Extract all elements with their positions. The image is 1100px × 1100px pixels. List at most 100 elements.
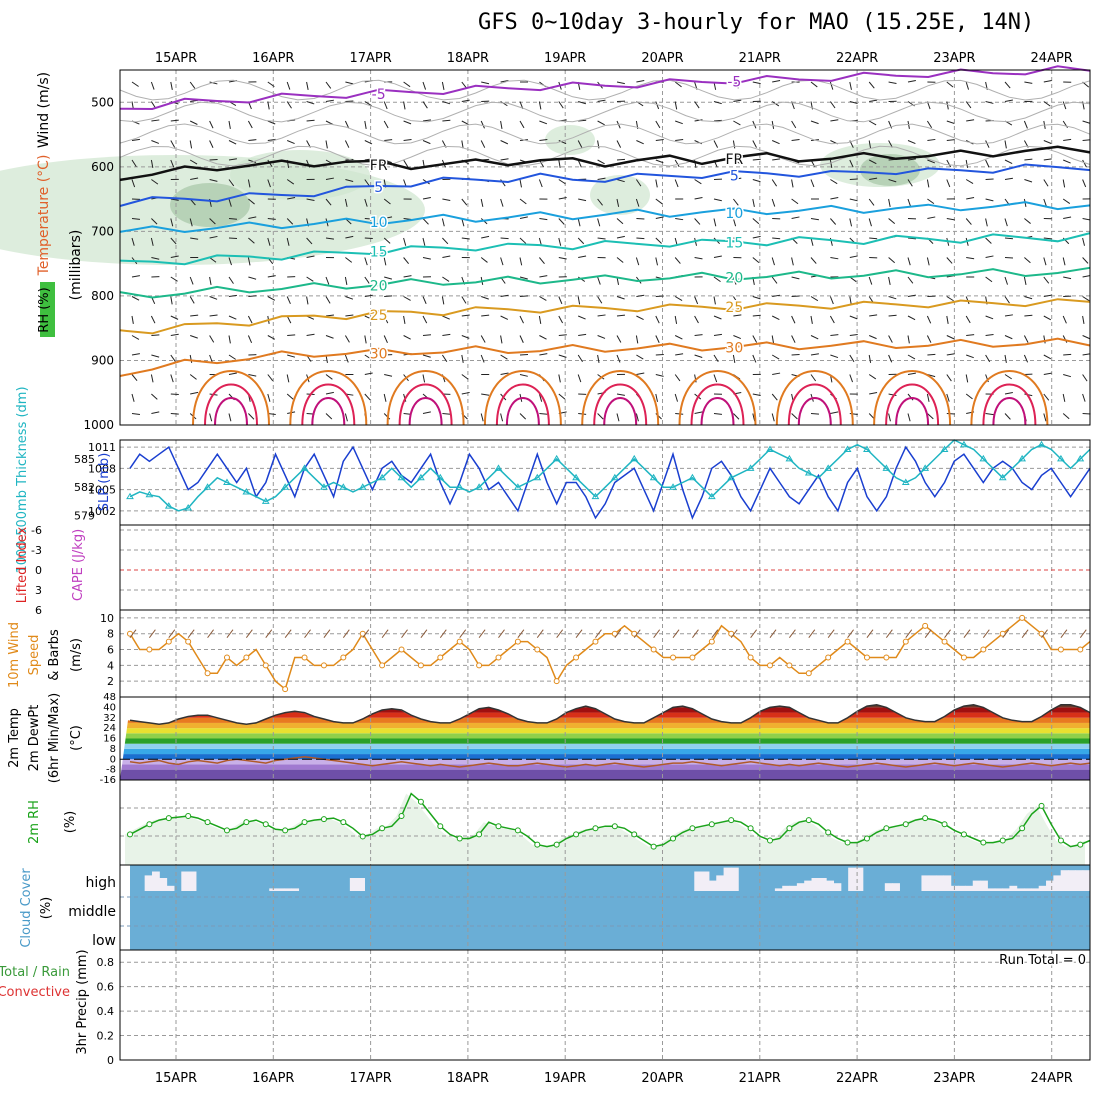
wind-barb — [500, 257, 504, 266]
cloud-gap-bar — [833, 883, 842, 891]
wind-barb — [577, 296, 581, 305]
wind-barb — [558, 296, 563, 305]
wind-barb — [1004, 99, 1013, 102]
wind-barb — [247, 257, 251, 266]
wind-barb — [345, 314, 354, 317]
thickness-line-point — [746, 464, 755, 471]
wind-barb — [636, 237, 645, 240]
wind-speed-line-point — [844, 638, 851, 645]
heat-contour — [700, 397, 735, 426]
wind-barb — [151, 218, 158, 225]
ylabel-rh-units: (%) — [63, 811, 78, 834]
x-tick-label-bottom: 23APR — [933, 1071, 975, 1086]
wind-barb — [752, 235, 761, 239]
wind-barb — [830, 179, 838, 185]
wind-barb — [461, 391, 470, 395]
thickness-line-point — [223, 478, 231, 485]
wind-barb — [267, 296, 276, 301]
wind-barb — [539, 296, 547, 301]
wind-speed-line-point — [456, 638, 463, 645]
wind-barb — [1043, 294, 1052, 297]
surface-wind-barb — [808, 629, 816, 638]
wind-barb — [422, 218, 429, 225]
heat-contour — [885, 383, 940, 426]
wind-barb — [287, 196, 296, 200]
wind-barb — [655, 335, 660, 343]
wind-barb — [869, 391, 878, 395]
wind-barb — [481, 314, 490, 317]
wind-barb — [558, 315, 564, 324]
isotherm-label: FR — [725, 152, 743, 168]
wind-barb — [1024, 81, 1033, 84]
wind-barb — [985, 159, 990, 168]
wind-barb — [287, 354, 296, 358]
wind-barb — [170, 354, 176, 362]
wind-barb — [461, 374, 469, 380]
wind-barb — [461, 354, 464, 363]
wind-barb — [694, 179, 702, 185]
wind-barb — [189, 374, 197, 380]
wind-barb — [1082, 275, 1091, 278]
surface-wind-barb — [788, 629, 796, 638]
isotherm-label: 30 — [725, 340, 743, 356]
heat-contour — [690, 383, 745, 426]
wind-barb — [170, 333, 179, 336]
thickness-line-point — [901, 478, 910, 485]
surface-wind-barb — [905, 629, 913, 638]
y-tick-label: 1000 — [83, 418, 114, 432]
wind-barb — [442, 237, 449, 245]
wind-barb — [364, 179, 370, 187]
cloud-gap-bar — [1038, 885, 1047, 891]
y-tick-label: -3 — [31, 544, 42, 557]
wind-barb — [442, 333, 451, 336]
thickness-line-point — [494, 464, 503, 471]
wind-barb — [267, 120, 276, 125]
rh-shading — [590, 175, 650, 215]
wind-barb — [480, 120, 485, 129]
wind-speed-line-point — [825, 654, 832, 661]
cloud-gap-bar — [694, 871, 703, 891]
cloud-gap-bar — [1024, 888, 1032, 891]
wind-barb — [519, 276, 528, 280]
wind-barb — [771, 335, 775, 344]
wind-barb — [558, 257, 567, 260]
wind-barb — [907, 120, 910, 129]
wind-barb — [694, 354, 703, 358]
wind-barb — [519, 179, 522, 188]
wind-barb — [344, 413, 348, 422]
wind-barb — [810, 257, 817, 264]
rh-line-point — [437, 823, 444, 830]
isotherm--5 — [119, 65, 1091, 111]
wind-barb — [170, 198, 179, 201]
wind-barb — [849, 198, 858, 202]
wind-barb — [558, 334, 567, 336]
temp-band — [120, 748, 1090, 755]
wind-barb — [286, 237, 290, 246]
wind-barb — [151, 257, 160, 260]
wind-barb — [384, 276, 393, 280]
wind-barb — [228, 158, 237, 161]
rh-line-point — [534, 841, 541, 848]
wind-barb — [209, 413, 213, 422]
wind-barb — [403, 81, 411, 88]
wind-barb — [869, 314, 878, 317]
wind-barb — [422, 315, 428, 324]
wind-barb — [228, 198, 232, 207]
thickness-line-point — [203, 483, 212, 490]
wind-barb — [635, 257, 640, 266]
wind-barb — [810, 413, 820, 415]
wind-barb — [597, 140, 600, 149]
wind-barb — [888, 413, 891, 422]
rh-line-point — [359, 833, 366, 840]
wind-barb — [1004, 177, 1013, 180]
surface-wind-barb — [148, 629, 156, 638]
wind-barb — [694, 257, 703, 260]
wind-barb — [538, 315, 542, 324]
wind-barb — [849, 296, 852, 305]
wind-barb — [830, 334, 839, 336]
ylabel-wind: Wind (m/s) — [36, 72, 52, 148]
wind-barb — [1062, 393, 1066, 402]
wind-barb — [519, 413, 527, 420]
wind-barb — [1082, 335, 1091, 340]
cloud-gap-bar — [811, 878, 820, 891]
